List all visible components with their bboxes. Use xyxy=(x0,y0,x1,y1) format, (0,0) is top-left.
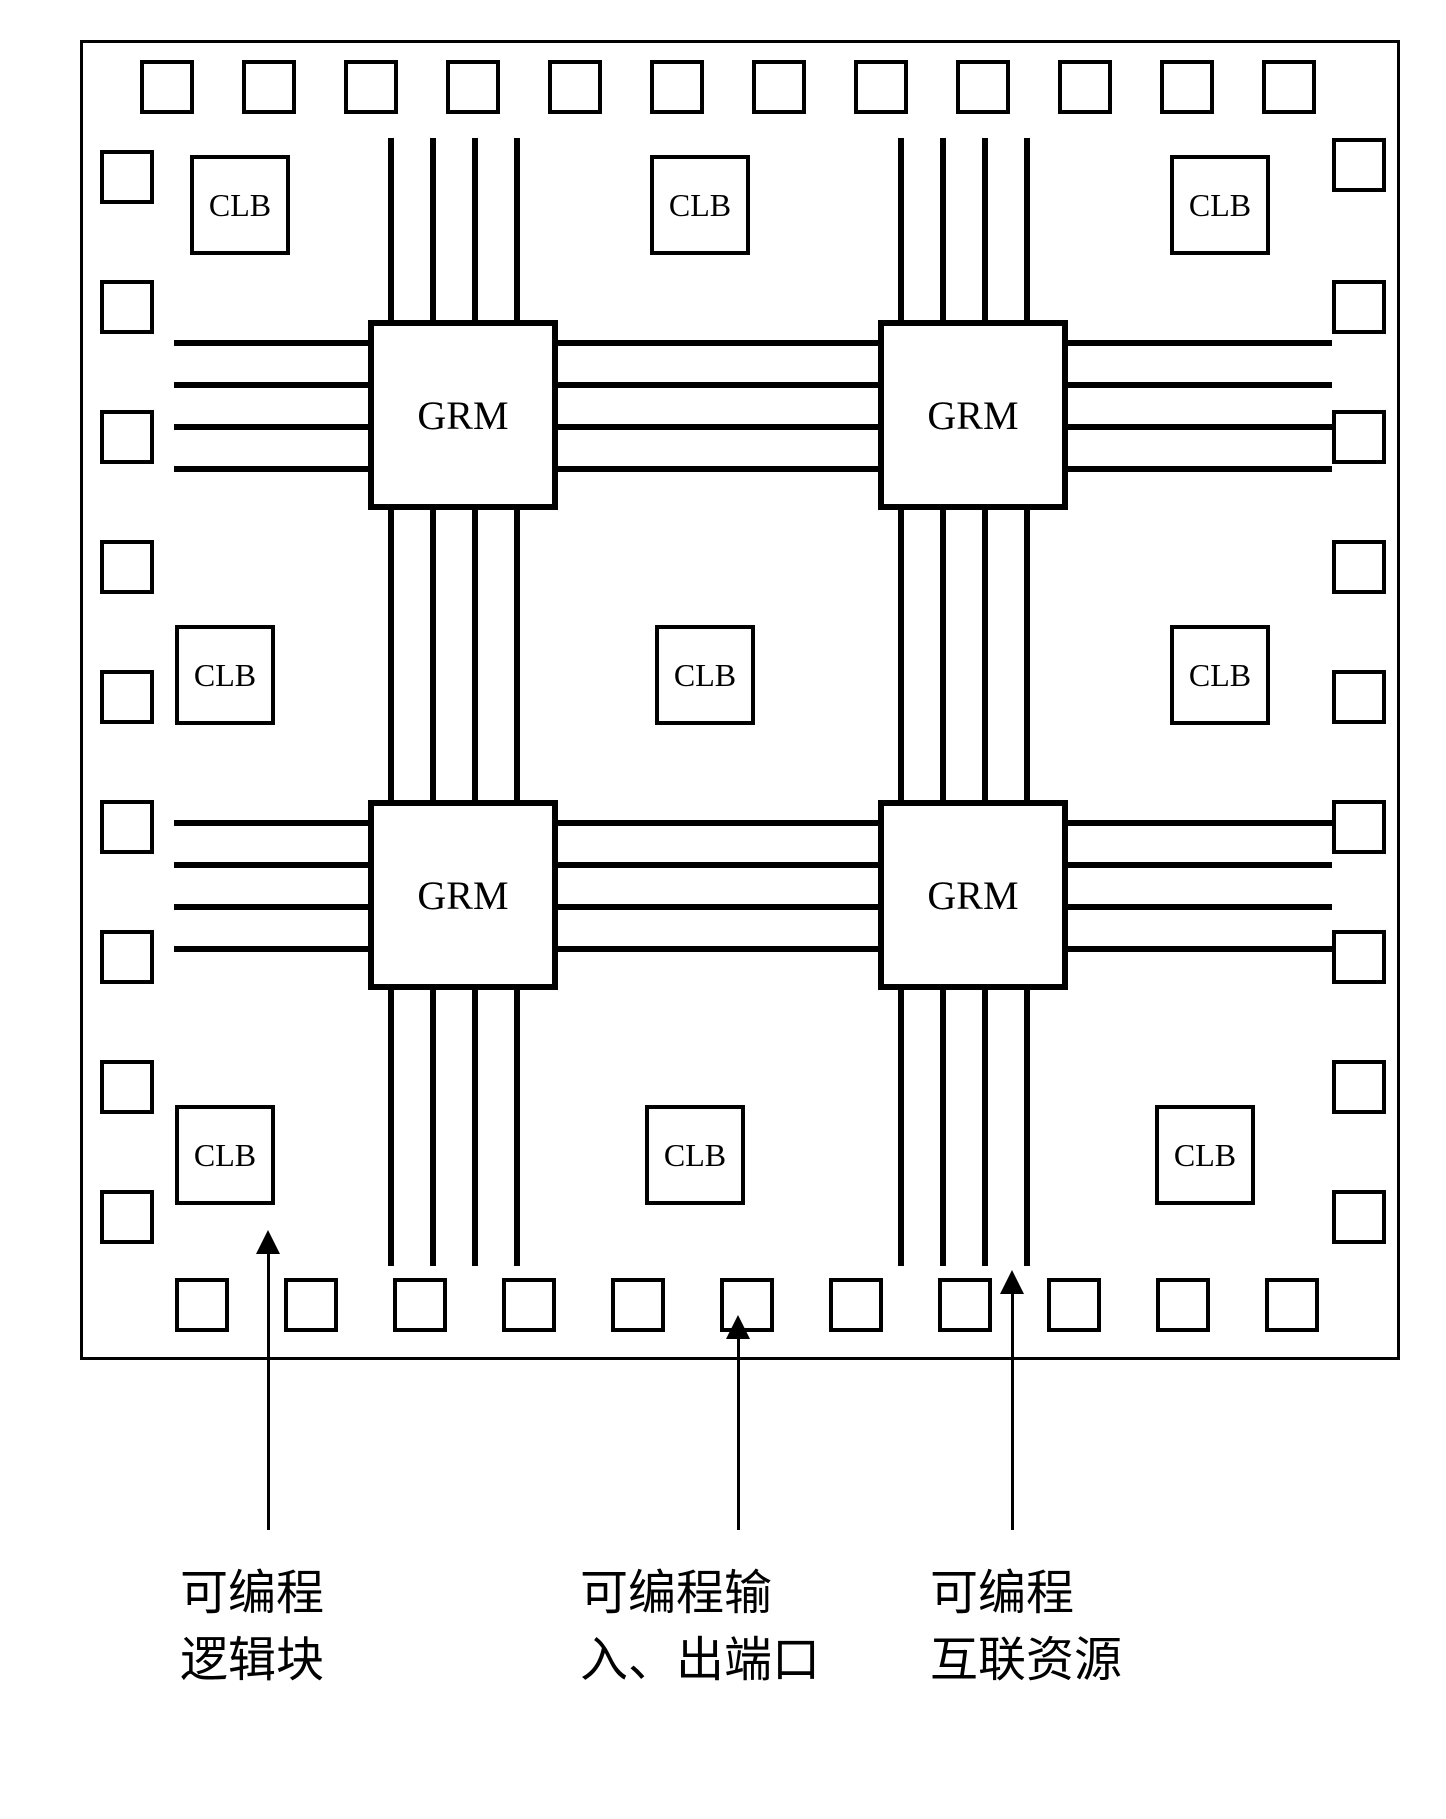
route-v-1-2 xyxy=(982,138,988,1266)
io-pad-bottom-1 xyxy=(284,1278,338,1332)
grm-block-3: GRM xyxy=(878,800,1068,990)
io-pad-top-5 xyxy=(650,60,704,114)
grm-block-2: GRM xyxy=(368,800,558,990)
io-pad-right-5 xyxy=(1332,800,1386,854)
route-h-0-3 xyxy=(174,466,1332,472)
io-pad-bottom-0 xyxy=(175,1278,229,1332)
clb-block-1: CLB xyxy=(650,155,750,255)
route-h-0-1 xyxy=(174,382,1332,388)
clb-block-8: CLB xyxy=(1155,1105,1255,1205)
arrow-line-0 xyxy=(267,1252,270,1530)
io-pad-top-9 xyxy=(1058,60,1112,114)
clb-label: CLB xyxy=(1189,187,1251,224)
io-pad-bottom-7 xyxy=(938,1278,992,1332)
io-pad-left-3 xyxy=(100,540,154,594)
annotation-label-line: 可编程 xyxy=(180,1560,324,1627)
clb-label: CLB xyxy=(674,657,736,694)
clb-label: CLB xyxy=(194,1137,256,1174)
route-v-1-0 xyxy=(898,138,904,1266)
clb-label: CLB xyxy=(209,187,271,224)
io-pad-top-4 xyxy=(548,60,602,114)
grm-label: GRM xyxy=(417,872,508,919)
clb-label: CLB xyxy=(669,187,731,224)
io-pad-right-4 xyxy=(1332,670,1386,724)
route-v-0-1 xyxy=(430,138,436,1266)
io-pad-top-0 xyxy=(140,60,194,114)
grm-label: GRM xyxy=(927,392,1018,439)
io-pad-left-4 xyxy=(100,670,154,724)
annotation-label-1: 可编程输入、出端口 xyxy=(580,1560,820,1694)
route-h-1-3 xyxy=(174,946,1332,952)
clb-block-3: CLB xyxy=(175,625,275,725)
route-v-0-2 xyxy=(472,138,478,1266)
annotation-label-2: 可编程互联资源 xyxy=(930,1560,1122,1694)
annotation-label-0: 可编程逻辑块 xyxy=(180,1560,324,1694)
route-h-1-1 xyxy=(174,862,1332,868)
clb-block-5: CLB xyxy=(1170,625,1270,725)
route-h-1-2 xyxy=(174,904,1332,910)
io-pad-top-8 xyxy=(956,60,1010,114)
io-pad-bottom-6 xyxy=(829,1278,883,1332)
io-pad-top-7 xyxy=(854,60,908,114)
io-pad-left-5 xyxy=(100,800,154,854)
route-v-1-3 xyxy=(1024,138,1030,1266)
arrow-head-2 xyxy=(1000,1270,1024,1294)
annotation-label-line: 可编程输 xyxy=(580,1560,820,1627)
clb-block-7: CLB xyxy=(645,1105,745,1205)
clb-label: CLB xyxy=(1189,657,1251,694)
io-pad-bottom-2 xyxy=(393,1278,447,1332)
grm-block-0: GRM xyxy=(368,320,558,510)
arrow-line-1 xyxy=(737,1337,740,1530)
grm-label: GRM xyxy=(927,872,1018,919)
grm-block-1: GRM xyxy=(878,320,1068,510)
io-pad-left-8 xyxy=(100,1190,154,1244)
io-pad-bottom-4 xyxy=(611,1278,665,1332)
io-pad-right-1 xyxy=(1332,280,1386,334)
io-pad-left-7 xyxy=(100,1060,154,1114)
io-pad-bottom-9 xyxy=(1156,1278,1210,1332)
annotation-label-line: 互联资源 xyxy=(930,1627,1122,1694)
io-pad-bottom-3 xyxy=(502,1278,556,1332)
io-pad-left-6 xyxy=(100,930,154,984)
io-pad-right-3 xyxy=(1332,540,1386,594)
io-pad-top-10 xyxy=(1160,60,1214,114)
clb-block-6: CLB xyxy=(175,1105,275,1205)
io-pad-bottom-10 xyxy=(1265,1278,1319,1332)
clb-block-2: CLB xyxy=(1170,155,1270,255)
io-pad-right-2 xyxy=(1332,410,1386,464)
arrow-head-1 xyxy=(726,1315,750,1339)
io-pad-top-11 xyxy=(1262,60,1316,114)
clb-label: CLB xyxy=(1174,1137,1236,1174)
io-pad-left-2 xyxy=(100,410,154,464)
route-v-0-3 xyxy=(514,138,520,1266)
arrow-head-0 xyxy=(256,1230,280,1254)
route-v-1-1 xyxy=(940,138,946,1266)
io-pad-left-0 xyxy=(100,150,154,204)
io-pad-top-1 xyxy=(242,60,296,114)
io-pad-left-1 xyxy=(100,280,154,334)
io-pad-right-7 xyxy=(1332,1060,1386,1114)
io-pad-bottom-8 xyxy=(1047,1278,1101,1332)
io-pad-top-2 xyxy=(344,60,398,114)
io-pad-right-0 xyxy=(1332,138,1386,192)
io-pad-top-3 xyxy=(446,60,500,114)
io-pad-right-8 xyxy=(1332,1190,1386,1244)
arrow-line-2 xyxy=(1011,1292,1014,1530)
io-pad-top-6 xyxy=(752,60,806,114)
route-h-0-2 xyxy=(174,424,1332,430)
route-v-0-0 xyxy=(388,138,394,1266)
clb-label: CLB xyxy=(194,657,256,694)
grm-label: GRM xyxy=(417,392,508,439)
clb-label: CLB xyxy=(664,1137,726,1174)
route-h-1-0 xyxy=(174,820,1332,826)
clb-block-4: CLB xyxy=(655,625,755,725)
route-h-0-0 xyxy=(174,340,1332,346)
annotation-label-line: 逻辑块 xyxy=(180,1627,324,1694)
annotation-label-line: 可编程 xyxy=(930,1560,1122,1627)
annotation-label-line: 入、出端口 xyxy=(580,1627,820,1694)
clb-block-0: CLB xyxy=(190,155,290,255)
io-pad-right-6 xyxy=(1332,930,1386,984)
